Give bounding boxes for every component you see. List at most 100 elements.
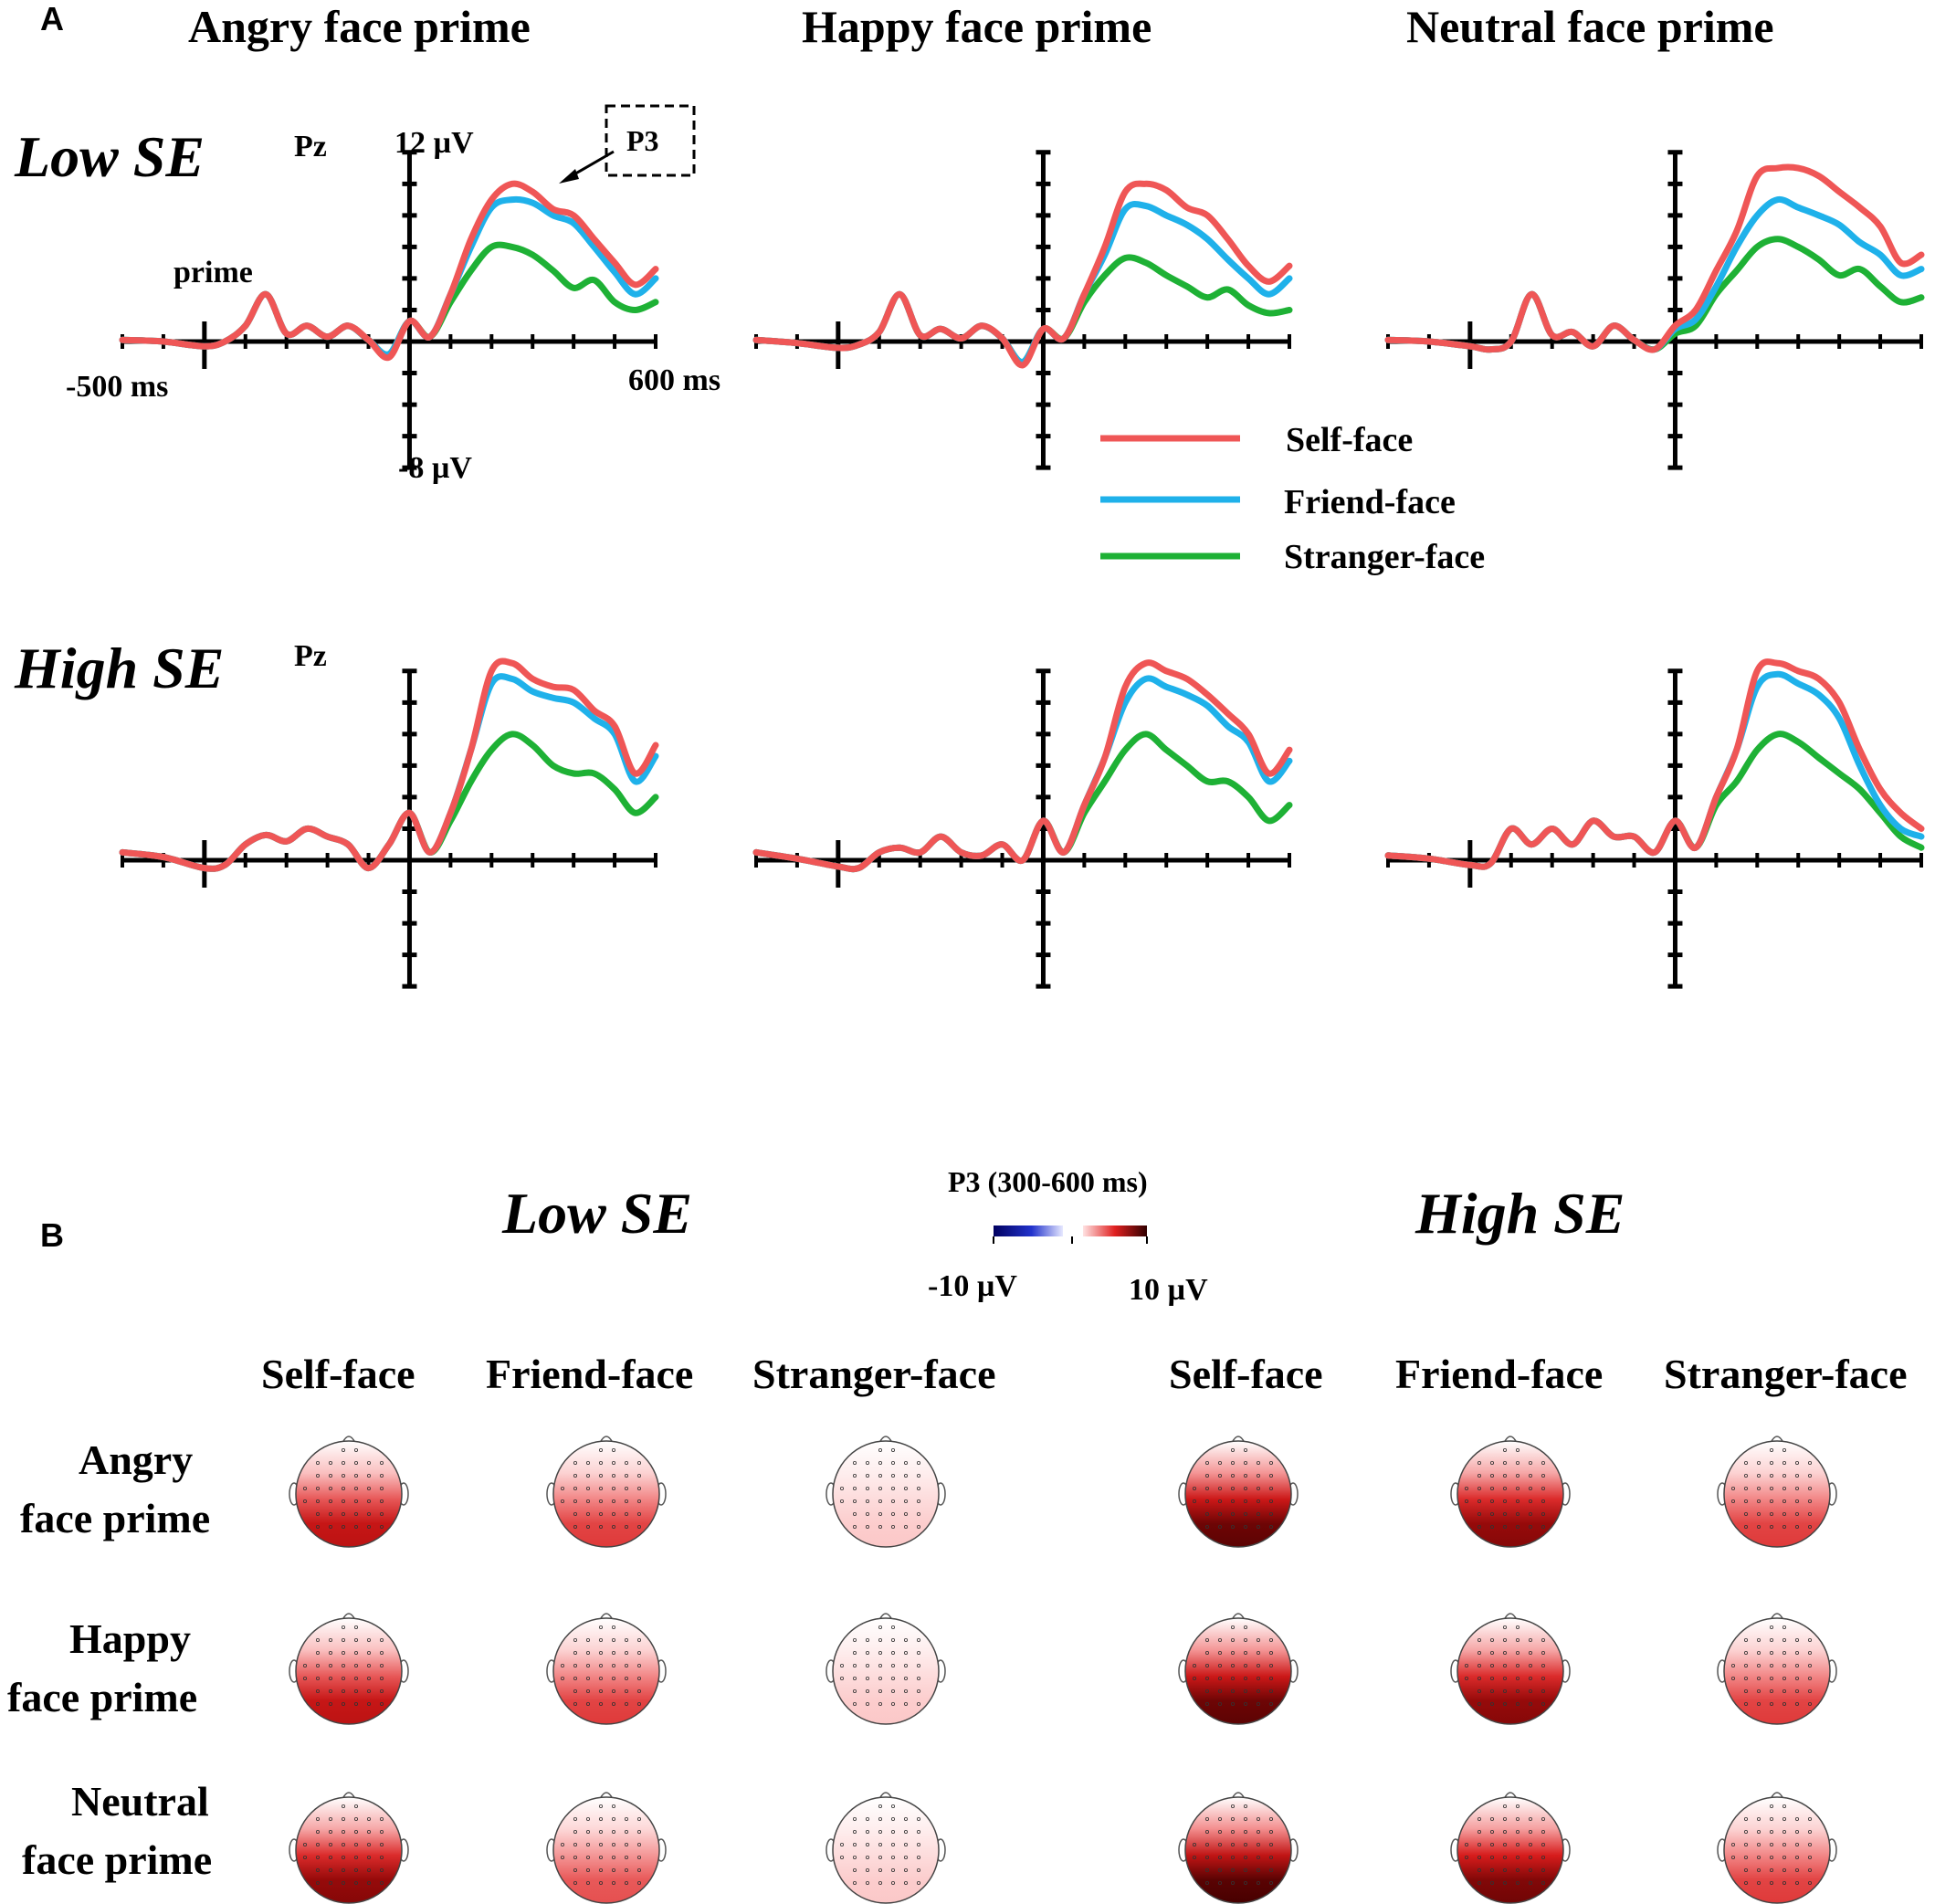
- topo-head-map: [1450, 1613, 1571, 1725]
- electrode-marker: [379, 1830, 384, 1835]
- head-ear-left: [1178, 1659, 1189, 1683]
- electrode-marker: [891, 1461, 896, 1466]
- electrode-marker: [302, 1664, 307, 1668]
- electrode-marker: [878, 1625, 883, 1630]
- electrode-marker: [1490, 1461, 1495, 1466]
- electrode-marker: [302, 1843, 307, 1847]
- electrode-marker: [1257, 1487, 1261, 1491]
- electrode-marker: [599, 1625, 604, 1630]
- electrode-marker: [853, 1817, 857, 1822]
- head-ear-right: [1560, 1838, 1571, 1862]
- x-right-label: 600 ms: [628, 363, 721, 397]
- electrode-marker: [341, 1856, 345, 1860]
- electrode-marker: [1244, 1868, 1248, 1873]
- electrode-marker: [586, 1664, 591, 1668]
- electrode-marker: [1503, 1487, 1508, 1491]
- head-nose: [1503, 1792, 1518, 1800]
- electrode-marker: [586, 1677, 591, 1681]
- electrode-marker: [1782, 1474, 1787, 1478]
- electrode-marker: [1257, 1702, 1261, 1707]
- electrode-marker: [1231, 1689, 1236, 1694]
- electrode-marker: [1269, 1512, 1274, 1517]
- electrode-marker: [878, 1461, 883, 1466]
- electrode-marker: [1503, 1474, 1508, 1478]
- electrode-marker: [573, 1638, 578, 1643]
- electrode-marker: [1744, 1677, 1749, 1681]
- electrode-marker: [1744, 1689, 1749, 1694]
- electrode-marker: [1757, 1856, 1761, 1860]
- head-ear-right: [1826, 1838, 1837, 1862]
- electrode-marker: [1541, 1843, 1546, 1847]
- electrode-marker: [904, 1651, 909, 1656]
- electrode-marker: [1503, 1868, 1508, 1873]
- electrode-marker: [891, 1651, 896, 1656]
- electrode-marker: [1478, 1677, 1482, 1681]
- electrode-marker: [1503, 1817, 1508, 1822]
- electrode-marker: [599, 1817, 604, 1822]
- electrode-marker: [341, 1651, 345, 1656]
- electrode-marker: [328, 1689, 332, 1694]
- electrode-marker: [612, 1689, 616, 1694]
- electrode-marker: [366, 1830, 371, 1835]
- electrode-marker: [1529, 1664, 1533, 1668]
- electrode-marker: [1218, 1461, 1223, 1466]
- electrode-marker: [341, 1689, 345, 1694]
- electrode-marker: [1770, 1677, 1774, 1681]
- column-title-neutral: Neutral face prime: [1406, 1, 1774, 52]
- electrode-marker: [625, 1461, 629, 1466]
- electrode-marker: [1231, 1625, 1236, 1630]
- electrode-marker: [353, 1664, 358, 1668]
- electrode-marker: [379, 1817, 384, 1822]
- electrode-marker: [315, 1677, 320, 1681]
- electrode-marker: [1478, 1817, 1482, 1822]
- electrode-marker: [1516, 1512, 1520, 1517]
- electrode-marker: [1478, 1499, 1482, 1504]
- electrode-marker: [853, 1664, 857, 1668]
- electrode-marker: [328, 1651, 332, 1656]
- electrode-marker: [625, 1830, 629, 1835]
- electrode-marker: [1795, 1664, 1800, 1668]
- electrode-marker: [1744, 1817, 1749, 1822]
- electrode-marker: [878, 1651, 883, 1656]
- electrode-marker: [1244, 1474, 1248, 1478]
- electrode-marker: [1516, 1448, 1520, 1453]
- topo-row-angry-line2: face prime: [20, 1495, 211, 1541]
- electrode-marker: [1205, 1499, 1210, 1504]
- electrode-marker: [599, 1880, 604, 1885]
- electrode-marker: [1218, 1474, 1223, 1478]
- electrode-marker: [1257, 1856, 1261, 1860]
- electrode-marker: [1231, 1830, 1236, 1835]
- electrode-marker: [586, 1830, 591, 1835]
- electrode-marker: [379, 1843, 384, 1847]
- electrode-marker: [853, 1474, 857, 1478]
- electrode-marker: [1529, 1880, 1533, 1885]
- p3-annotation-arrowhead: [559, 169, 579, 184]
- head-nose: [342, 1436, 356, 1444]
- electrode-marker: [1503, 1525, 1508, 1530]
- electrode-marker: [904, 1702, 909, 1707]
- electrode-marker: [341, 1702, 345, 1707]
- electrode-marker: [366, 1651, 371, 1656]
- electrode-marker: [1782, 1856, 1787, 1860]
- electrode-marker: [917, 1856, 921, 1860]
- electrode-marker: [1795, 1856, 1800, 1860]
- electrode-marker: [1757, 1651, 1761, 1656]
- electrode-marker: [1757, 1487, 1761, 1491]
- electrode-marker: [1795, 1702, 1800, 1707]
- electrode-marker: [328, 1512, 332, 1517]
- topo-condition-high-self: Self-face: [1169, 1351, 1323, 1397]
- electrode-marker: [1231, 1512, 1236, 1517]
- electrode-marker: [1244, 1625, 1248, 1630]
- electrode-marker: [573, 1499, 578, 1504]
- electrode-marker: [1269, 1702, 1274, 1707]
- electrode-marker: [1231, 1487, 1236, 1491]
- head-ear-right: [1288, 1482, 1299, 1506]
- electrode-marker: [1808, 1525, 1813, 1530]
- electrode-marker: [1731, 1856, 1736, 1860]
- electrode-marker: [904, 1487, 909, 1491]
- electrode-marker: [1516, 1525, 1520, 1530]
- topo-head-map: [1178, 1792, 1299, 1904]
- electrode-marker: [891, 1664, 896, 1668]
- electrode-marker: [599, 1499, 604, 1504]
- electrode-marker: [1808, 1689, 1813, 1694]
